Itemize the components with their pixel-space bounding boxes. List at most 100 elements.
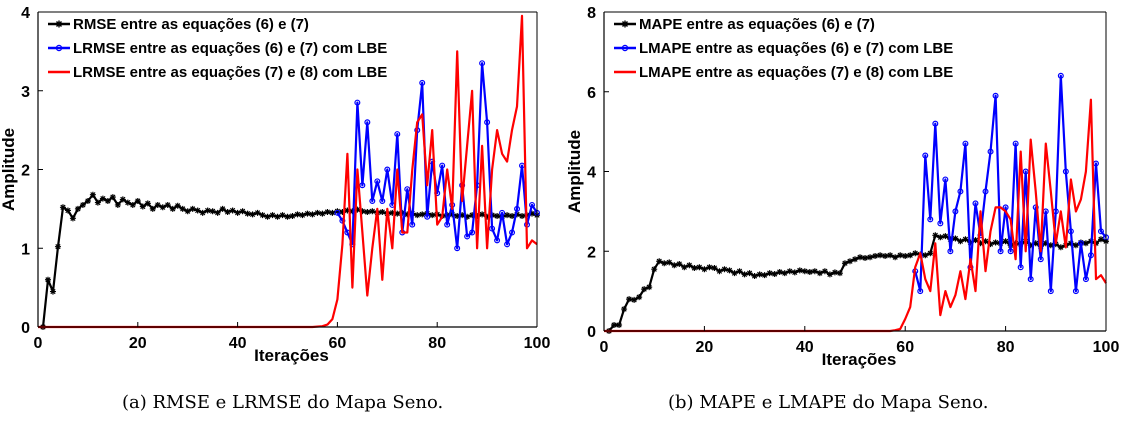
- data-point: [711, 264, 718, 271]
- data-point: [264, 213, 271, 220]
- y-tick-label: 4: [587, 165, 596, 182]
- data-point: [324, 209, 331, 216]
- data-point: [651, 266, 658, 273]
- data-point: [449, 211, 456, 218]
- data-point: [424, 213, 431, 220]
- data-point: [962, 236, 969, 243]
- y-tick-label: 8: [587, 5, 596, 22]
- data-point: [354, 206, 361, 213]
- data-point: [927, 250, 934, 257]
- legend-label: RMSE entre as equações (6) e (7): [73, 16, 309, 33]
- data-point: [59, 204, 66, 211]
- data-point: [982, 188, 989, 195]
- data-point: [751, 272, 758, 279]
- x-tick-label: 100: [524, 335, 551, 352]
- data-point: [1042, 240, 1049, 247]
- data-point: [169, 205, 176, 212]
- data-point: [439, 162, 446, 169]
- data-point: [249, 211, 256, 218]
- data-point: [736, 268, 743, 275]
- data-point: [369, 198, 376, 205]
- y-tick-label: 1: [21, 241, 30, 258]
- data-point: [957, 238, 964, 245]
- data-point: [79, 201, 86, 208]
- data-point: [761, 272, 768, 279]
- data-point: [394, 210, 401, 217]
- data-point: [621, 306, 628, 313]
- data-point: [987, 241, 994, 248]
- data-point: [154, 201, 161, 208]
- data-point: [329, 209, 336, 216]
- y-tick-label: 4: [21, 5, 30, 22]
- data-point: [339, 209, 346, 216]
- data-point: [289, 212, 296, 219]
- data-point: [872, 253, 879, 260]
- data-point: [801, 268, 808, 275]
- data-point: [414, 212, 421, 219]
- data-point: [887, 252, 894, 259]
- x-tick-label: 40: [229, 335, 247, 352]
- data-point: [912, 250, 919, 257]
- x-tick-label: 60: [896, 339, 914, 356]
- data-point: [972, 237, 979, 244]
- data-point: [179, 205, 186, 212]
- data-point: [64, 207, 71, 214]
- legend-label: MAPE entre as equações (6) e (7): [639, 16, 875, 33]
- y-tick-label: 2: [587, 244, 596, 261]
- data-point: [49, 288, 56, 295]
- data-point: [419, 79, 426, 86]
- data-point: [409, 221, 416, 228]
- data-point: [54, 243, 61, 250]
- data-point: [239, 208, 246, 215]
- data-point: [459, 212, 466, 219]
- data-point: [344, 207, 351, 214]
- data-point: [932, 232, 939, 239]
- series-line: [608, 234, 1107, 332]
- data-point: [656, 258, 663, 265]
- data-point: [746, 270, 753, 277]
- x-tick-label: 20: [129, 335, 147, 352]
- data-point: [1072, 288, 1079, 295]
- series-0: [39, 191, 540, 330]
- data-point: [369, 208, 376, 215]
- data-point: [731, 270, 738, 277]
- legend-marker: [55, 44, 63, 52]
- data-point: [364, 119, 371, 126]
- data-point: [882, 253, 889, 260]
- legend-label: LMAPE entre as equações (7) e (8) com LB…: [639, 64, 953, 81]
- caption-a: (a) RMSE e LRMSE do Mapa Seno.: [122, 392, 444, 413]
- data-point: [1097, 228, 1104, 235]
- data-point: [897, 252, 904, 259]
- data-point: [1062, 168, 1069, 175]
- x-tick-label: 0: [34, 335, 43, 352]
- legend-marker: [621, 44, 629, 52]
- data-point: [204, 207, 211, 214]
- data-point: [274, 213, 281, 220]
- data-point: [1057, 72, 1064, 79]
- data-point: [469, 229, 476, 236]
- data-point: [791, 269, 798, 276]
- data-point: [852, 256, 858, 263]
- data-point: [89, 191, 96, 198]
- data-point: [489, 225, 496, 232]
- data-point: [349, 208, 356, 215]
- data-point: [269, 212, 276, 219]
- series-line: [604, 98, 1107, 333]
- data-point: [504, 212, 511, 219]
- data-point: [374, 178, 381, 185]
- data-point: [429, 212, 436, 219]
- data-point: [129, 201, 136, 208]
- data-point: [691, 264, 698, 271]
- data-point: [716, 268, 723, 275]
- data-point: [1087, 252, 1094, 259]
- data-point: [942, 176, 949, 183]
- data-point: [721, 266, 728, 273]
- data-point: [259, 212, 266, 219]
- data-point: [1007, 248, 1014, 255]
- series-2: [38, 14, 538, 329]
- data-point: [671, 262, 678, 269]
- data-point: [469, 212, 476, 219]
- data-point: [1047, 242, 1054, 249]
- data-point: [119, 196, 126, 203]
- data-point: [209, 208, 216, 215]
